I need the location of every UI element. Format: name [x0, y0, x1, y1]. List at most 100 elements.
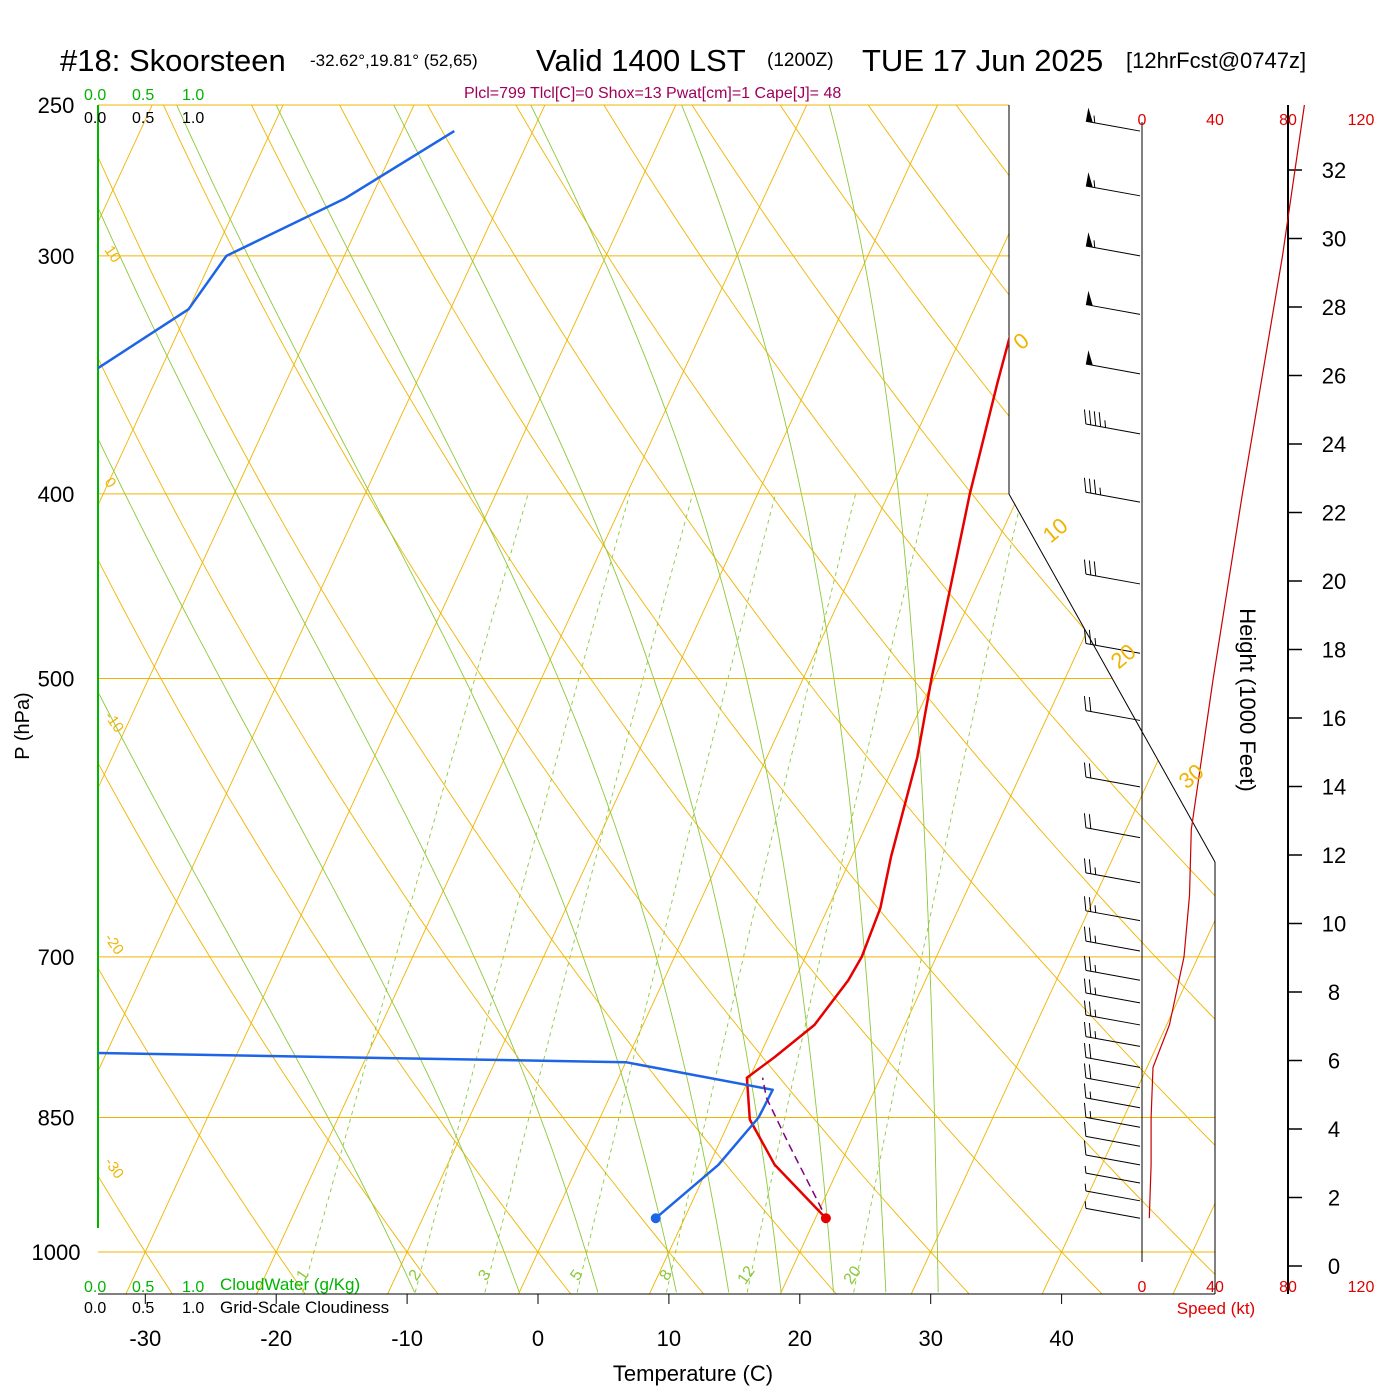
header: #18: Skoorsteen -32.62°,19.81° (52,65) V…: [60, 43, 1306, 102]
wind-barb: [1083, 926, 1141, 952]
dry-adiabat-line: [1280, 71, 1400, 1300]
mixing-ratio-line: [484, 493, 694, 1293]
wind-barb: [1083, 1022, 1141, 1047]
wind-barb-staff: [1085, 1154, 1141, 1166]
plot-frame: [97, 104, 1216, 1295]
thermo-grid: [98, 71, 1400, 1300]
wind-barb-flag: [1083, 955, 1087, 971]
wind-barb-flag: [1093, 561, 1097, 576]
mixing-ratio-line: [746, 493, 929, 1293]
height-axis-title: Height (1000 Feet): [1235, 608, 1260, 791]
wind-speed-line: [1148, 104, 1305, 1219]
height-tick-label: 20: [1322, 569, 1346, 594]
wind-barb-half-flag: [1093, 180, 1096, 188]
wind-barb-pennant: [1085, 232, 1093, 248]
valid-time: Valid 1400 LST: [536, 43, 746, 78]
dry-adiabat-line: [98, 105, 710, 1294]
wind-barb-flag: [1088, 956, 1092, 972]
wind-barb-flag: [1088, 859, 1092, 874]
wind-barb-flag: [1088, 1001, 1092, 1017]
isotherm-line: [1041, 105, 1215, 1294]
height-tick-label: 10: [1322, 912, 1346, 937]
isotherm-line: [125, 105, 677, 1294]
height-tick-label: 32: [1322, 158, 1346, 183]
wind-barb-half-flag: [1084, 1183, 1087, 1192]
x-tick-label: 10: [657, 1326, 681, 1351]
wind-barb-flag: [1088, 763, 1092, 779]
wind-barb-flag: [1083, 762, 1087, 778]
wind-barb-half-flag: [1094, 964, 1097, 973]
wind-barb-staff: [1085, 940, 1141, 952]
pressure-tick-label: 700: [38, 945, 75, 970]
wind-barb-half-flag: [1094, 1009, 1097, 1017]
cloudiness-btick-0: 0.0: [84, 1300, 106, 1317]
moist-adiabat-line: [259, 105, 730, 1293]
moist-adiabat-line: [98, 105, 520, 1293]
wind-barb-flag: [1088, 560, 1092, 576]
wind-barb-staff: [1085, 1190, 1141, 1202]
mixing-ratio-label: 8: [657, 1267, 676, 1284]
wind-barb-flag: [1083, 1102, 1087, 1118]
wind-barb: [1083, 896, 1141, 922]
wind-barb: [1083, 955, 1141, 981]
x-tick-label: 30: [918, 1326, 942, 1351]
moist-adiabat-line: [161, 105, 677, 1293]
wind-barb-staff: [1085, 1207, 1141, 1219]
isotherm-label: -10: [101, 709, 127, 737]
wind-barb-staff: [1085, 573, 1141, 585]
wind-barb-staff: [1085, 1014, 1141, 1026]
dry-adiabat-line: [670, 105, 1215, 1294]
cloudwater-tick-1: 0.5: [132, 87, 154, 104]
wind-barb-flag: [1088, 696, 1092, 712]
wind-barb: [1083, 477, 1141, 503]
wind-barb: [1085, 107, 1141, 132]
sounding-indices: Plcl=799 Tlcl[C]=0 Shox=13 Pwat[cm]=1 Ca…: [464, 85, 841, 102]
wind-barb-flag: [1083, 978, 1087, 994]
cloudwater-label: CloudWater (g/Kg): [220, 1275, 360, 1294]
wind-barb-flag: [1083, 858, 1087, 873]
wind-barb-half-flag: [1094, 637, 1097, 646]
cloudiness-btick-1: 0.5: [132, 1300, 154, 1317]
isotherm-label: -30: [101, 1155, 127, 1183]
pressure-tick-label: 250: [38, 93, 75, 118]
isotherm-line: [98, 105, 415, 1294]
speed-tick-top-3: 120: [1348, 112, 1375, 129]
wind-barb-flag: [1093, 479, 1097, 495]
wind-barb-staff: [1085, 969, 1141, 981]
wind-barb-half-flag: [1094, 1031, 1097, 1039]
wind-barb: [1084, 1165, 1141, 1184]
wind-barb: [1083, 628, 1141, 654]
speed-tick-bottom-2: 80: [1279, 1279, 1297, 1296]
wind-barb-staff: [1085, 1135, 1141, 1147]
height-tick-label: 28: [1322, 295, 1346, 320]
dry-adiabat-line: [1367, 71, 1400, 1300]
cloudiness-tick-1: 0.5: [132, 110, 154, 127]
wind-barb-staff: [1085, 827, 1141, 839]
wind-barb-flag: [1083, 1083, 1087, 1098]
wind-barb-flag: [1083, 1063, 1087, 1079]
wind-barb-staff: [1085, 992, 1141, 1004]
wind-barb: [1085, 232, 1141, 257]
isotherm-label: 10: [101, 243, 124, 266]
wind-barbs: [1083, 107, 1141, 1219]
wind-barb-half-flag: [1104, 420, 1107, 428]
wind-barb-half-flag: [1089, 1091, 1092, 1099]
cloudwater-btick-1: 0.5: [132, 1279, 154, 1296]
mixing-ratio-line: [853, 493, 1023, 1293]
dry-adiabat-line: [321, 105, 1215, 1294]
dry-adiabat-line: [98, 105, 843, 1294]
wind-barb-half-flag: [1089, 1110, 1092, 1119]
dewpoint-line: [98, 130, 774, 1220]
isotherm-line: [910, 105, 1215, 1294]
wind-barb: [1083, 858, 1141, 884]
pressure-tick-label: 850: [38, 1106, 75, 1131]
isotherm-line: [649, 105, 1200, 1294]
moist-adiabat-line: [376, 105, 782, 1293]
wind-barb: [1083, 1140, 1141, 1166]
wind-barb: [1083, 813, 1141, 839]
mixing-ratio-line: [576, 493, 776, 1293]
wind-barb-half-flag: [1094, 935, 1097, 943]
height-tick-label: 8: [1328, 980, 1340, 1005]
wind-barb-staff: [1085, 642, 1141, 654]
cloud-scale-bottom: 0.0 0.5 1.0 CloudWater (g/Kg) 0.0 0.5 1.…: [84, 1275, 389, 1317]
